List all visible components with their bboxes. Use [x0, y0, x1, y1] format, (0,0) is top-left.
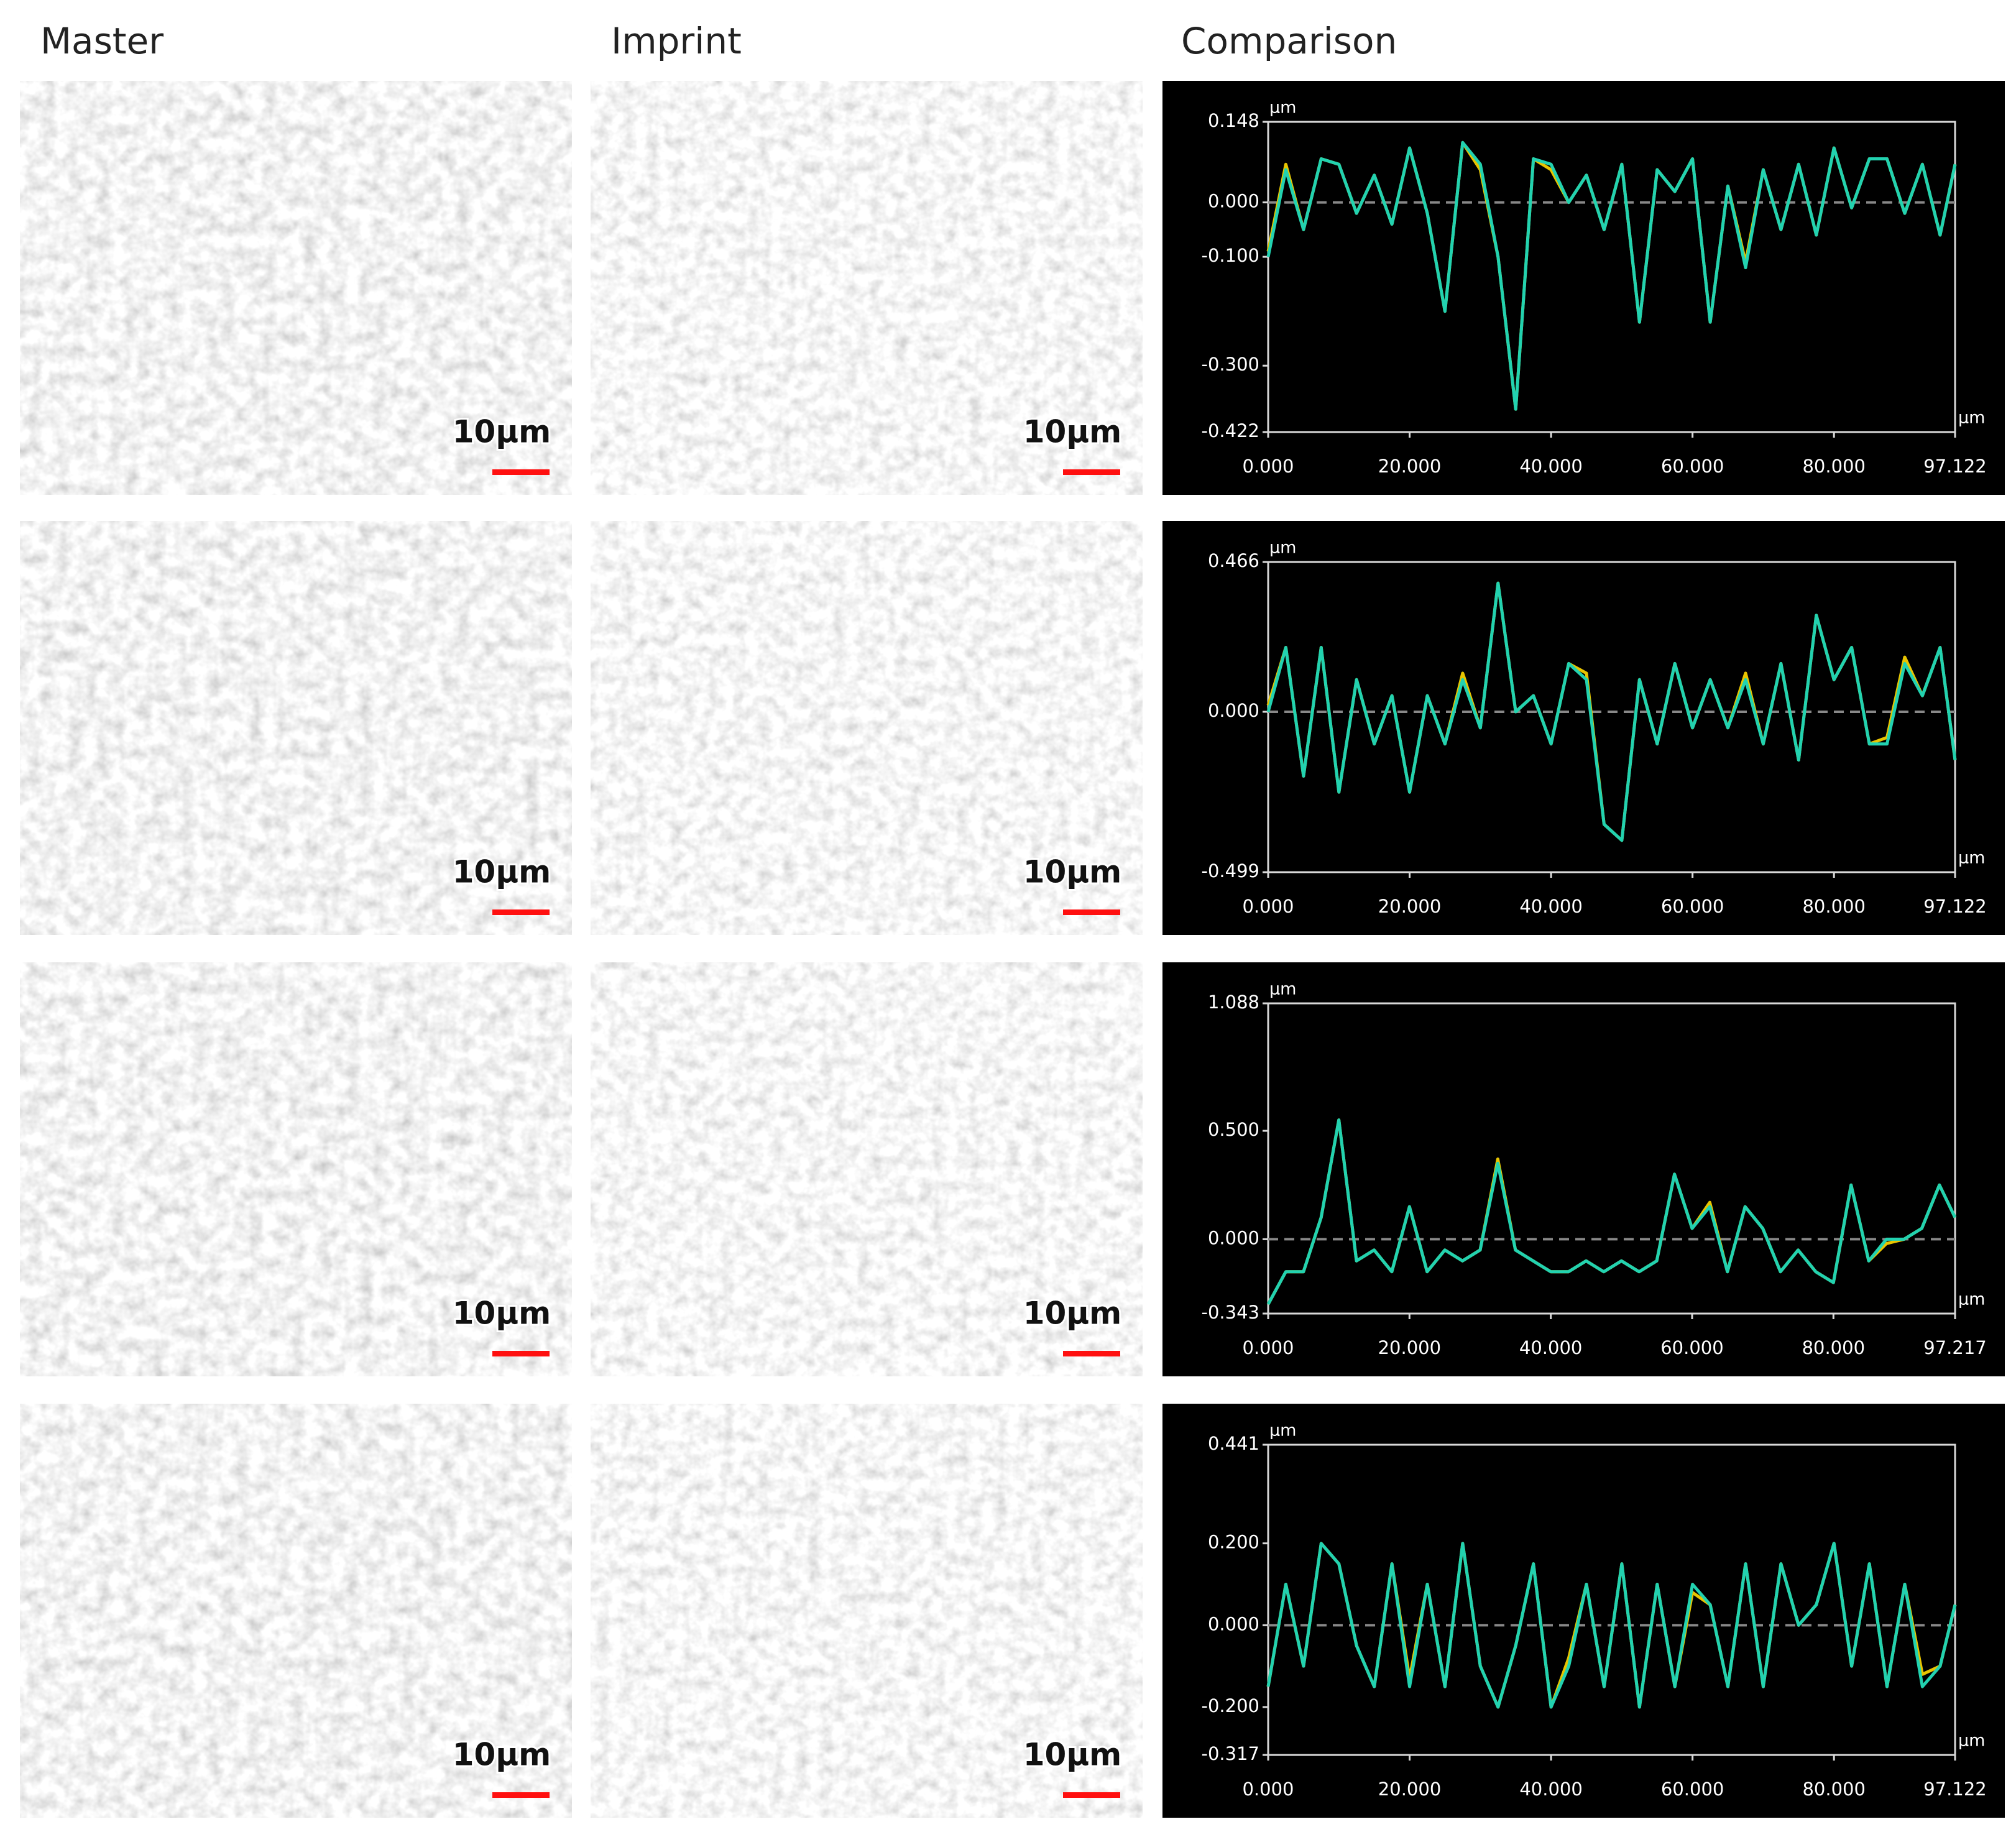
scale-bar [1063, 1351, 1120, 1356]
x-tick-label: 80.000 [1802, 1337, 1865, 1358]
profile-line [1266, 581, 1957, 842]
y-tick-label: 0.500 [1208, 1119, 1259, 1140]
x-tick-label: 80.000 [1802, 1779, 1865, 1800]
y-tick-label: 0.441 [1208, 1433, 1259, 1454]
column-header: Imprint [611, 20, 742, 62]
chart-panel [1162, 962, 2005, 1376]
plot-frame [1267, 1443, 1956, 1756]
x-tick-label: 80.000 [1802, 896, 1865, 917]
micrograph [20, 1404, 572, 1818]
chart-panel [1162, 521, 2005, 935]
x-tick-label: 97.122 [1923, 456, 1986, 477]
y-tick-label: 0.200 [1208, 1532, 1259, 1553]
scale-bar [492, 469, 550, 475]
profile-line [1266, 140, 1957, 411]
scale-bar [492, 909, 550, 915]
x-tick-label: 20.000 [1378, 1779, 1441, 1800]
micrograph [20, 81, 572, 495]
y-tick-label: 0.000 [1208, 700, 1259, 721]
scale-bar [1063, 469, 1120, 475]
scale-bar-label: 10µm [1023, 414, 1121, 450]
x-tick-label: 20.000 [1378, 456, 1441, 477]
x-tick-label: 60.000 [1661, 456, 1724, 477]
y-tick-label: -0.422 [1202, 420, 1260, 441]
x-tick-label: 0.000 [1242, 896, 1294, 917]
y-unit: µm [1269, 1421, 1296, 1440]
y-tick-label: -0.100 [1202, 245, 1260, 266]
chart-panel [1162, 1404, 2005, 1818]
scale-bar-label: 10µm [1023, 854, 1121, 890]
y-unit: µm [1269, 538, 1296, 558]
scale-bar-label: 10µm [453, 1737, 551, 1773]
x-tick-label: 97.217 [1923, 1337, 1986, 1358]
x-tick-label: 0.000 [1242, 1337, 1294, 1358]
chart-panel [1162, 81, 2005, 495]
y-tick-label: 0.000 [1208, 1227, 1259, 1248]
micrograph [591, 962, 1143, 1376]
y-tick-label: 0.148 [1208, 110, 1259, 131]
x-tick-label: 60.000 [1660, 1337, 1723, 1358]
x-tick-label: 0.000 [1242, 456, 1294, 477]
scale-bar-label: 10µm [453, 854, 551, 890]
x-unit: µm [1958, 1290, 1985, 1309]
profile-line [1266, 1118, 1957, 1305]
y-tick-label: -0.200 [1202, 1695, 1260, 1716]
x-tick-label: 40.000 [1519, 1779, 1582, 1800]
plot-frame [1267, 121, 1956, 433]
x-unit: µm [1958, 1731, 1985, 1751]
x-tick-label: 97.122 [1923, 896, 1986, 917]
x-tick-label: 20.000 [1378, 896, 1441, 917]
micrograph [591, 81, 1143, 495]
x-tick-label: 60.000 [1661, 1779, 1724, 1800]
y-tick-label: 0.000 [1208, 1613, 1259, 1634]
scale-bar [1063, 1792, 1120, 1798]
x-tick-label: 60.000 [1661, 896, 1724, 917]
scale-bar-label: 10µm [453, 414, 551, 450]
scale-bar [492, 1792, 550, 1798]
y-unit: µm [1269, 980, 1296, 999]
y-unit: µm [1269, 98, 1296, 117]
column-header: Master [40, 20, 163, 62]
y-tick-label: 0.466 [1208, 550, 1259, 571]
micrograph [20, 962, 572, 1376]
y-tick-label: -0.317 [1202, 1743, 1260, 1764]
y-tick-label: -0.343 [1202, 1302, 1260, 1323]
x-tick-label: 40.000 [1519, 1337, 1582, 1358]
y-tick-label: 0.000 [1208, 191, 1259, 212]
scale-bar-label: 10µm [1023, 1296, 1121, 1332]
scale-bar-label: 10µm [1023, 1737, 1121, 1773]
plot-frame [1267, 1002, 1956, 1315]
profile-line [1266, 1542, 1957, 1709]
column-header: Comparison [1181, 20, 1397, 62]
x-tick-label: 0.000 [1242, 1779, 1294, 1800]
x-tick-label: 40.000 [1519, 896, 1582, 917]
micrograph [591, 521, 1143, 935]
plot-frame [1267, 561, 1956, 873]
x-unit: µm [1958, 849, 1985, 868]
scale-bar-label: 10µm [453, 1296, 551, 1332]
x-tick-label: 97.122 [1923, 1779, 1986, 1800]
x-unit: µm [1958, 408, 1985, 428]
y-tick-label: 1.088 [1208, 992, 1259, 1013]
scale-bar [492, 1351, 550, 1356]
y-tick-label: -0.300 [1202, 354, 1260, 375]
micrograph [20, 521, 572, 935]
scale-bar [1063, 909, 1120, 915]
micrograph [591, 1404, 1143, 1818]
x-tick-label: 80.000 [1802, 456, 1865, 477]
x-tick-label: 40.000 [1519, 456, 1582, 477]
x-tick-label: 20.000 [1378, 1337, 1441, 1358]
y-tick-label: -0.499 [1202, 860, 1260, 882]
